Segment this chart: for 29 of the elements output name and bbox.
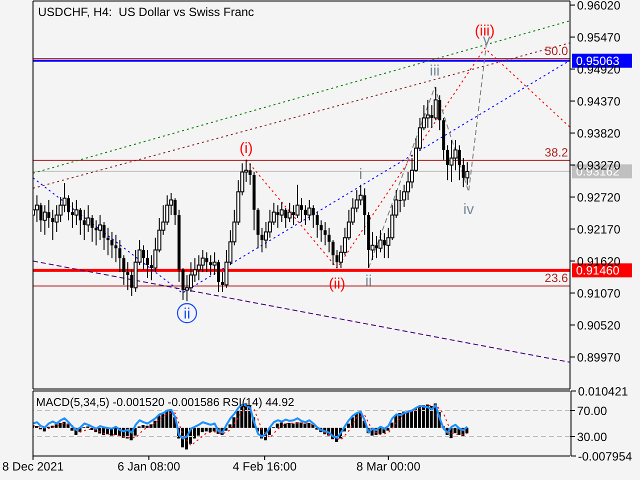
annotation: 38.2 <box>544 146 568 160</box>
y2-tick-label: 70.00 <box>577 404 608 418</box>
y-tick-label: 0.94370 <box>577 94 621 108</box>
annotation: ii <box>365 272 372 290</box>
y-tick-label: -0.007954 <box>578 449 632 464</box>
annotation: iii <box>430 62 440 80</box>
y-tick-label: 0.92720 <box>577 190 621 204</box>
chart-title: USDCHF, H4: US Dollar vs Swiss Franc <box>38 5 254 19</box>
y-tick-label: 0.96020 <box>577 0 621 12</box>
x-tick-label: 4 Feb 16:00 <box>232 460 297 474</box>
y-tick-label: 0.92170 <box>577 222 621 236</box>
x-tick-label: 8 Mar 00:00 <box>356 460 421 474</box>
annotation: 23.6 <box>544 271 568 286</box>
y-tick-label: 0.95470 <box>577 30 621 44</box>
annotation: (i) <box>240 140 253 158</box>
y-tick-label: 0.91070 <box>577 286 621 300</box>
annotation: ii <box>184 305 190 322</box>
annotation: i <box>359 166 362 184</box>
text: MACD(5,34,5) -0.001520 -0.001586 RSI(14) 44.92 <box>36 396 294 410</box>
x-tick-label: 6 Jan 08:00 <box>117 460 181 474</box>
y-tick-label: 0.89970 <box>577 350 621 364</box>
y-tick-label: 0.93820 <box>577 126 621 140</box>
x-tick-label: 8 Dec 2021 <box>2 460 64 474</box>
annotation: iv <box>463 201 475 218</box>
y-tick-label: 0.010421 <box>578 384 628 398</box>
y2-tick-label: 30.00 <box>577 430 608 444</box>
y-tick-label: 0.90520 <box>577 318 621 332</box>
annotation: 50.0 <box>544 44 568 58</box>
annotation: (iii) <box>474 22 495 40</box>
